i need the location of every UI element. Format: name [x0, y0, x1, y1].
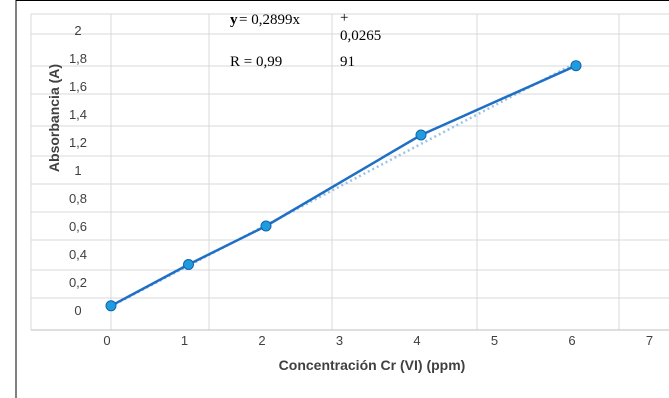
- data-point: [415, 129, 427, 141]
- equation-y: y: [230, 12, 238, 28]
- x-tick-label: 2: [258, 333, 265, 348]
- y-tick-labels: 0 0,2 0,4 0,6 0,8 1 1,2 1,4 1,6 1,8 2: [69, 23, 87, 318]
- r-squared-continued: 91: [340, 54, 355, 70]
- grid: [30, 13, 669, 331]
- x-tick-label: 0: [103, 333, 110, 348]
- x-tick-labels: 0 1 2 3 4 5 6 7: [103, 333, 653, 348]
- x-tick-label: 6: [568, 333, 575, 348]
- y-tick-label: 1,2: [69, 135, 87, 150]
- x-axis-title: Concentración Cr (VI) (ppm): [279, 357, 466, 373]
- y-tick-label: 2: [74, 23, 81, 38]
- data-point: [570, 60, 582, 72]
- equation-intercept: 0,0265: [340, 28, 381, 44]
- y-axis-title: Absorbancia (A): [46, 64, 62, 172]
- equation-box: y = 0,2899x + 0,0265 R = 0,99 91: [230, 10, 381, 70]
- y-tick-label: 1,4: [69, 107, 87, 122]
- y-tick-label: 1,8: [69, 51, 87, 66]
- y-tick-label: 0,2: [69, 275, 87, 290]
- y-tick-label: 0: [74, 303, 81, 318]
- data-point: [105, 300, 117, 312]
- data-point: [183, 259, 194, 270]
- x-tick-label: 7: [646, 333, 653, 348]
- y-tick-label: 0,6: [69, 219, 87, 234]
- x-tick-label: 1: [181, 333, 188, 348]
- equation-plus: +: [340, 10, 348, 26]
- r-squared-label: R = 0,99: [230, 54, 282, 70]
- y-tick-label: 1: [74, 163, 81, 178]
- y-tick-label: 1,6: [69, 79, 87, 94]
- y-tick-label: 0,4: [69, 247, 87, 262]
- x-tick-label: 3: [336, 333, 343, 348]
- data-point: [260, 220, 272, 232]
- equation-slope: = 0,2899x: [239, 12, 300, 28]
- x-tick-label: 5: [491, 333, 498, 348]
- x-tick-label: 4: [413, 333, 420, 348]
- y-tick-label: 0,8: [69, 191, 87, 206]
- data-points: [105, 60, 582, 312]
